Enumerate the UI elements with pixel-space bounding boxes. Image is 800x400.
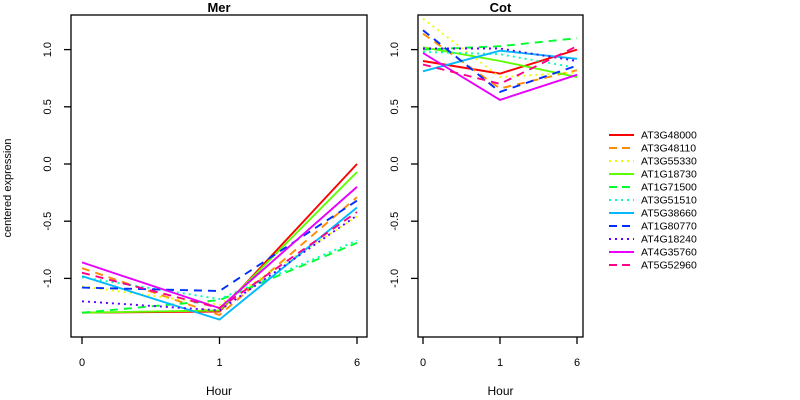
series-line-AT5G52960: [81, 211, 358, 310]
series-line-AT1G71500: [422, 37, 578, 51]
legend-label-AT5G38660: AT5G38660: [641, 208, 697, 220]
y-tick-label: 0.5: [389, 99, 401, 114]
series-line-AT4G18240: [81, 214, 358, 312]
legend-label-AT3G48110: AT3G48110: [641, 143, 696, 155]
y-tick-label: 0.0: [42, 156, 54, 171]
legend-label-AT4G35760: AT4G35760: [641, 247, 697, 259]
legend-label-AT1G80770: AT1G80770: [641, 221, 697, 233]
x-tick-label: 0: [420, 357, 426, 369]
series-line-AT3G48000: [81, 163, 358, 314]
series-line-AT3G48110: [81, 196, 358, 317]
series-line-AT1G18730: [81, 171, 358, 314]
legend-label-AT1G18730: AT1G18730: [641, 169, 697, 181]
y-tick-label: -0.5: [389, 212, 401, 231]
legend-label-AT3G48000: AT3G48000: [641, 130, 697, 142]
series-line-AT5G38660: [422, 49, 578, 73]
legend-label-AT3G51510: AT3G51510: [641, 195, 697, 207]
series-line-AT3G55330: [422, 17, 578, 79]
x-tick-label: 0: [79, 357, 85, 369]
series-line-AT1G80770: [81, 199, 358, 292]
series-line-AT4G35760: [422, 52, 578, 101]
series-line-AT3G51510: [422, 50, 578, 69]
legend-label-AT5G52960: AT5G52960: [641, 260, 697, 272]
x-tick-label: 6: [354, 357, 360, 369]
x-tick-label: 1: [216, 357, 222, 369]
y-axis-title: centered expression: [2, 138, 14, 237]
x-tick-label: 6: [574, 357, 580, 369]
legend-label-AT1G71500: AT1G71500: [641, 182, 697, 194]
y-tick-label: 0.5: [42, 99, 54, 114]
series-line-AT3G51510: [81, 239, 358, 300]
legend-label-AT4G18240: AT4G18240: [641, 234, 697, 246]
y-tick-label: -1.0: [389, 269, 401, 288]
y-tick-label: 0.0: [389, 156, 401, 171]
y-tick-label: 1.0: [389, 42, 401, 57]
series-line-AT1G80770: [422, 29, 578, 93]
panel-title-Mer: Mer: [207, 0, 230, 15]
series-line-AT1G71500: [81, 242, 358, 314]
legend-label-AT3G55330: AT3G55330: [641, 156, 697, 168]
x-axis-title-Cot: Hour: [487, 384, 513, 398]
x-axis-title-Mer: Hour: [206, 384, 232, 398]
y-tick-label: -1.0: [42, 269, 54, 288]
x-tick-label: 1: [497, 357, 503, 369]
panel-title-Cot: Cot: [490, 0, 512, 15]
y-tick-label: 1.0: [42, 42, 54, 57]
series-line-AT4G18240: [423, 47, 578, 62]
y-tick-label: -0.5: [42, 212, 54, 231]
